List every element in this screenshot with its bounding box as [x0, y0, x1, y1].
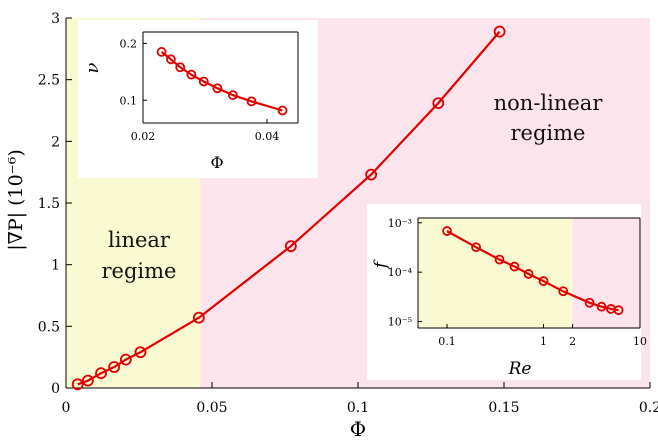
- y-tick-label: 10⁻⁴: [388, 266, 413, 279]
- region-1: [572, 218, 640, 328]
- data-point: [432, 97, 445, 109]
- data-point: [596, 301, 607, 312]
- data-point: [613, 305, 624, 316]
- y-tick-label: 0: [51, 381, 60, 397]
- y-tick-label: 2.5: [38, 73, 60, 89]
- x-tick-label: 0.02: [131, 130, 156, 143]
- data-point: [198, 76, 209, 87]
- data-point: [119, 353, 132, 366]
- linear-regime-label-line2: regime: [102, 259, 177, 283]
- inset-f-plot: 0.1 1 2 10 10⁻³ 10⁻⁴ 10⁻⁵: [388, 217, 647, 348]
- data-point: [494, 254, 505, 265]
- data-point: [192, 311, 205, 324]
- main-y-axis-label: |∇P| (10⁻⁶): [5, 149, 27, 251]
- main-series: [71, 25, 506, 391]
- y-tick-label: 1.5: [38, 196, 60, 212]
- inset-nu-background: [78, 20, 318, 178]
- y-tick-label: 0.1: [120, 94, 138, 107]
- data-point: [175, 62, 186, 73]
- data-point: [442, 226, 452, 236]
- x-tick-label: 0.15: [488, 400, 519, 416]
- x-tick-label: 0.2: [639, 400, 658, 416]
- data-point: [277, 105, 288, 116]
- y-tick-label: 0.5: [38, 319, 60, 335]
- x-tick-label: 0.1: [438, 335, 456, 348]
- main-axes: 0 0.05 0.1 0.15 0.2 0 0.5 1 1.5 2 2.5 3: [38, 11, 658, 416]
- data-point: [186, 69, 197, 80]
- data-point: [165, 54, 176, 65]
- inset-nu-y-axis-label: ν: [82, 62, 103, 73]
- x-tick-label: 0.05: [196, 400, 227, 416]
- data-point: [365, 168, 378, 181]
- region-0: [418, 218, 573, 328]
- inset-f-regions: [418, 218, 640, 328]
- data-point: [71, 378, 84, 391]
- linear-regime-label-line1: linear: [108, 228, 171, 252]
- data-point: [284, 240, 297, 253]
- y-tick-label: 3: [51, 11, 60, 27]
- data-point: [538, 276, 549, 286]
- data-point: [584, 297, 595, 308]
- data-point: [82, 374, 94, 387]
- data-point: [509, 261, 520, 272]
- y-tick-label: 1: [51, 258, 60, 274]
- data-point: [134, 346, 147, 359]
- inset-f-x-axis-label: Re: [508, 359, 532, 379]
- data-point: [493, 25, 506, 38]
- data-point: [95, 367, 107, 380]
- data-point: [558, 286, 569, 297]
- y-tick-label: 2: [51, 134, 60, 150]
- nonlinear-regime-label-line2: regime: [511, 121, 586, 145]
- y-tick-label: 10⁻³: [388, 217, 412, 230]
- data-point: [246, 96, 257, 107]
- data-point: [523, 269, 534, 279]
- data-point: [108, 361, 121, 373]
- x-tick-label: 1: [540, 335, 547, 348]
- x-tick-label: 0: [62, 400, 71, 416]
- inset-nu-plot: 0.02 0.04 0.1 0.2: [120, 31, 299, 143]
- x-tick-label: 2: [569, 335, 576, 348]
- x-tick-label: 0.04: [255, 130, 280, 143]
- data-point: [471, 242, 481, 253]
- nonlinear-regime-label-line1: non-linear: [494, 91, 604, 115]
- x-tick-label: 10: [633, 335, 647, 348]
- y-tick-label: 10⁻⁵: [388, 316, 412, 329]
- inset-f-y-axis-label: f: [371, 259, 391, 270]
- data-point: [156, 47, 167, 57]
- x-tick-label: 0.1: [347, 400, 369, 416]
- y-tick-label: 0.2: [120, 37, 138, 50]
- data-point: [212, 83, 223, 94]
- data-point: [227, 90, 238, 101]
- inset-nu-x-axis-label: Φ: [210, 153, 223, 172]
- main-x-axis-label: Φ: [350, 417, 366, 440]
